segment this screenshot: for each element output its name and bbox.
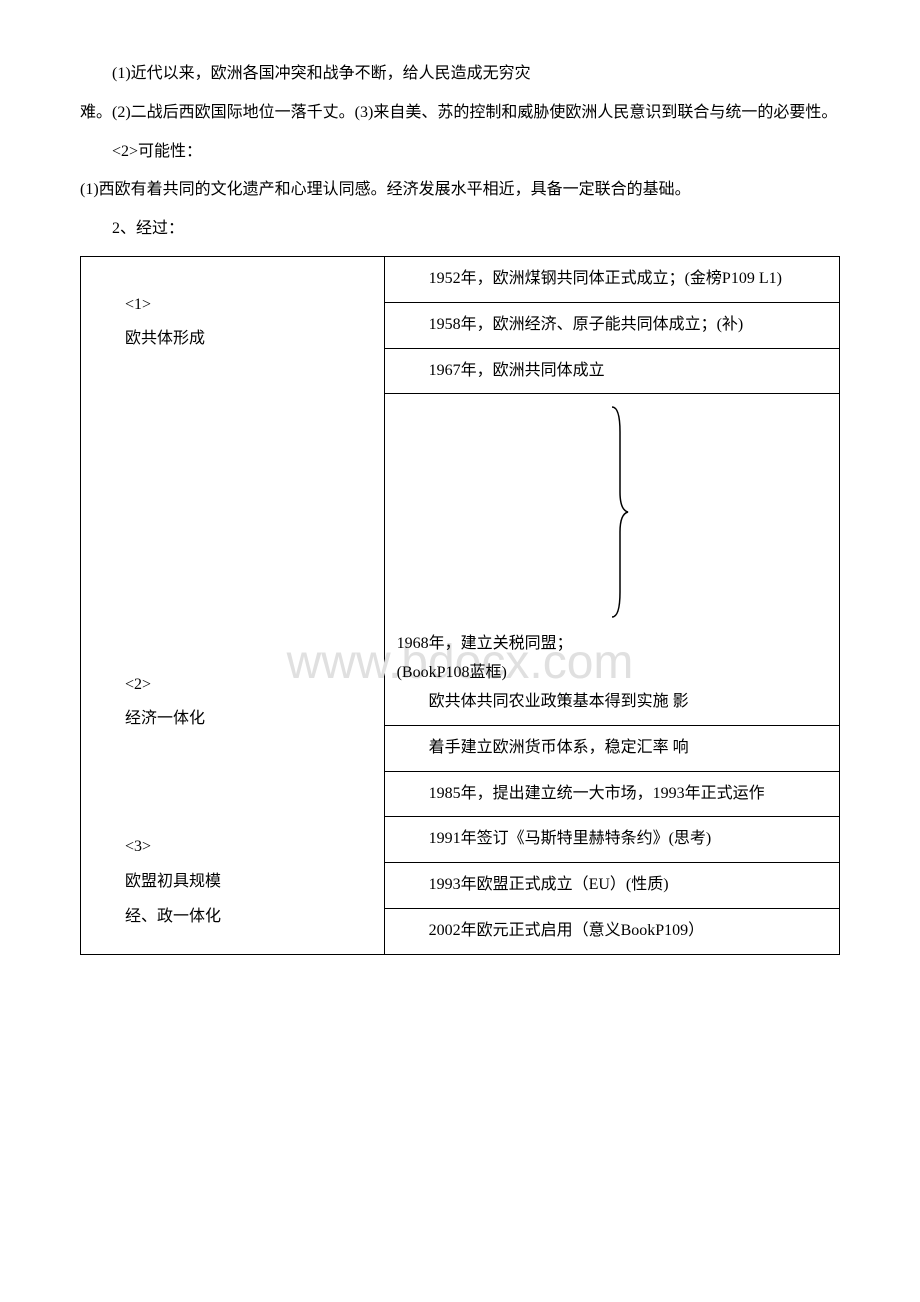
group2-right1a-text: 1968年，建立关税同盟； — [397, 630, 827, 659]
group2-right1b-text: (BookP108蓝框) — [397, 659, 827, 688]
group1-right2: 1958年，欧洲经济、原子能共同体成立；(补) — [384, 302, 839, 348]
group3-right2: 1993年欧盟正式成立（EU）(性质) — [384, 863, 839, 909]
table-row: <1> 欧共体形成 1952年，欧洲煤钢共同体正式成立；(金榜P109 L1) — [81, 256, 840, 302]
group3-right1-text: 1991年签订《马斯特里赫特条约》(思考) — [397, 825, 827, 854]
group2-right3: 1985年，提出建立统一大市场，1993年正式运作 — [384, 771, 839, 817]
group3-left: <3> 欧盟初具规模 经、政一体化 — [81, 817, 385, 954]
document-content: (1)近代以来，欧洲各国冲突和战争不断，给人民造成无穷灾 难。(2)二战后西欧国… — [80, 60, 840, 955]
group3-right2-text: 1993年欧盟正式成立（EU）(性质) — [397, 871, 827, 900]
group3-right3-text: 2002年欧元正式启用（意义BookP109） — [397, 917, 827, 946]
group3-label-c: 经、政一体化 — [93, 903, 372, 932]
group1-right1-text: 1952年，欧洲煤钢共同体正式成立；(金榜P109 L1) — [397, 265, 827, 294]
paragraph-2: 难。(2)二战后西欧国际地位一落千丈。(3)来自美、苏的控制和威胁使欧洲人民意识… — [80, 99, 840, 128]
group2-label-b: 经济一体化 — [93, 705, 372, 734]
group1-right1: 1952年，欧洲煤钢共同体正式成立；(金榜P109 L1) — [384, 256, 839, 302]
group3-label-a: <3> — [93, 833, 372, 862]
group3-right1: 1991年签订《马斯特里赫特条约》(思考) — [384, 817, 839, 863]
group1-right3: 1967年，欧洲共同体成立 — [384, 348, 839, 394]
group2-label-a: <2> — [93, 671, 372, 700]
group1-right3-text: 1967年，欧洲共同体成立 — [397, 357, 827, 386]
group3-right3: 2002年欧元正式启用（意义BookP109） — [384, 908, 839, 954]
group2-right2-text: 着手建立欧洲货币体系，稳定汇率 响 — [397, 734, 827, 763]
process-table: <1> 欧共体形成 1952年，欧洲煤钢共同体正式成立；(金榜P109 L1) … — [80, 256, 840, 955]
group2-right1c-text: 欧共体共同农业政策基本得到实施 影 — [397, 688, 827, 717]
paragraph-4: (1)西欧有着共同的文化遗产和心理认同感。经济发展水平相近，具备一定联合的基础。 — [80, 176, 840, 205]
paragraph-3: <2>可能性： — [80, 138, 840, 167]
group1-label-a: <1> — [93, 291, 372, 320]
group3-label-b: 欧盟初具规模 — [93, 868, 372, 897]
paragraph-5: 2、经过： — [80, 215, 840, 244]
group1-right2-text: 1958年，欧洲经济、原子能共同体成立；(补) — [397, 311, 827, 340]
table-row: <3> 欧盟初具规模 经、政一体化 1991年签订《马斯特里赫特条约》(思考) — [81, 817, 840, 863]
group1-label-b: 欧共体形成 — [93, 325, 372, 354]
table-row: <2> 经济一体化 1968年，建立关税同盟； (BookP108蓝框) 欧共体… — [81, 394, 840, 725]
group2-right3-text: 1985年，提出建立统一大市场，1993年正式运作 — [397, 780, 827, 809]
group2-right1: 1968年，建立关税同盟； (BookP108蓝框) 欧共体共同农业政策基本得到… — [384, 394, 839, 725]
group2-right2: 着手建立欧洲货币体系，稳定汇率 响 — [384, 725, 839, 771]
brace-icon — [592, 402, 632, 622]
paragraph-1: (1)近代以来，欧洲各国冲突和战争不断，给人民造成无穷灾 — [80, 60, 840, 89]
group2-left: <2> 经济一体化 — [81, 394, 385, 817]
group1-left: <1> 欧共体形成 — [81, 256, 385, 393]
